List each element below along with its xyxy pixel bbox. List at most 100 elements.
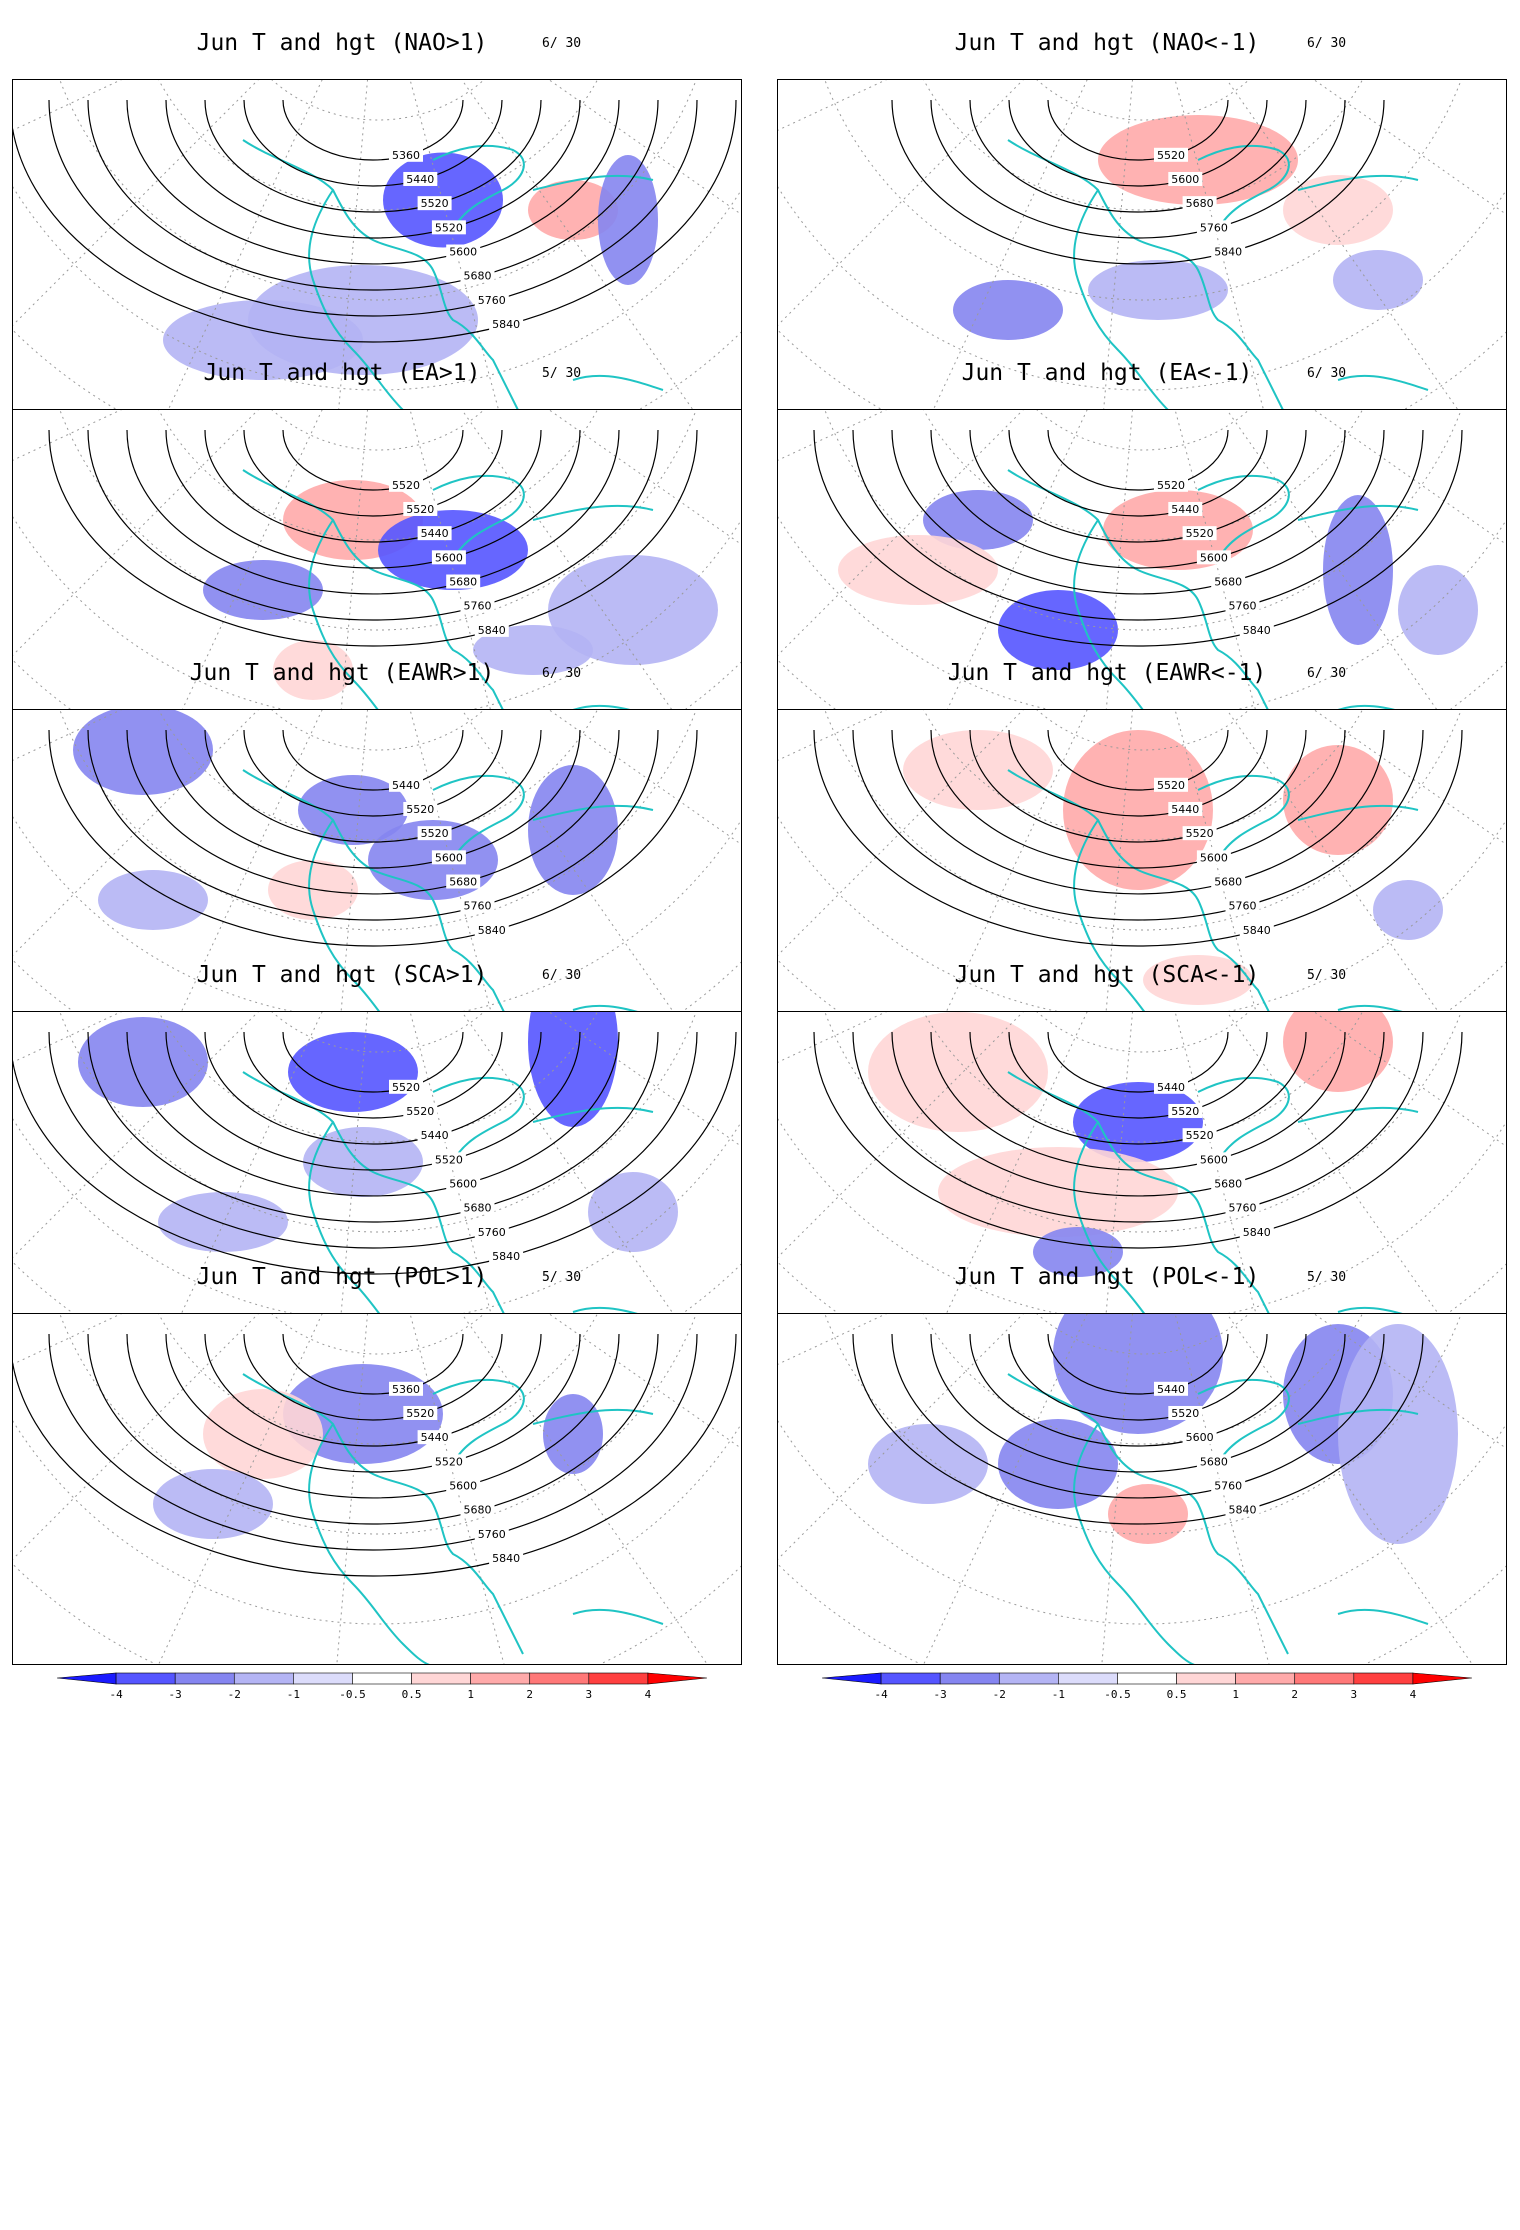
height-contour (282, 729, 464, 791)
contour-label: 5840 (1229, 1504, 1257, 1517)
height-contour (126, 1333, 620, 1499)
map-box: 5520 5520 5440 5520 5600 5680 5760 5840 (12, 1011, 742, 1363)
panel-title: Jun T and hgt (EA<-1) (961, 360, 1253, 386)
latitude-circle (13, 1420, 741, 1625)
height-contour (243, 1333, 503, 1421)
contour-label-bg (489, 1249, 524, 1264)
anomaly-shade (868, 1012, 1048, 1132)
contour-label: 5440 (406, 173, 434, 186)
contour-label: 5600 (1171, 173, 1199, 186)
height-contour (282, 1333, 464, 1395)
contour-label: 5600 (449, 1178, 477, 1191)
anomaly-shade (1088, 260, 1228, 320)
contour-label-bg (1196, 220, 1231, 235)
map-panel: Jun T and hgt (NAO>1) 6/ 30 5360 5440 5520 55… (12, 30, 752, 467)
anomaly-shade (73, 710, 213, 795)
map-box: 5440 5520 5520 5600 5680 5760 5840 (12, 709, 742, 1061)
meridian-line (1226, 1314, 1473, 1664)
anomaly-shade (153, 1469, 273, 1539)
contour-label-bg (417, 526, 452, 541)
height-contour (1047, 1333, 1229, 1395)
contour-label-bg (446, 1176, 481, 1191)
contour-label-bg (474, 1526, 509, 1541)
anomaly-shade (998, 590, 1118, 670)
contour-label: 5600 (449, 1480, 477, 1493)
height-contour (13, 99, 737, 343)
contour-label: 5520 (435, 1455, 463, 1468)
map-panel: Jun T and hgt (EAWR<-1) 6/ 30 5520 5440 5520… (777, 660, 1517, 1097)
contour-label-bg (474, 1224, 509, 1239)
contour-label-bg (1225, 598, 1260, 613)
panel-title: Jun T and hgt (EA>1) (203, 360, 481, 386)
height-contour (891, 729, 1385, 895)
contour-label: 5680 (1186, 197, 1214, 210)
height-contour (930, 1031, 1346, 1171)
anomaly-shade (1338, 1324, 1458, 1544)
meridian-line (778, 80, 1024, 326)
height-contour (282, 1031, 464, 1093)
contour-label: 5520 (435, 1153, 463, 1166)
height-contour (204, 99, 542, 213)
contour-label: 5520 (421, 197, 449, 210)
contour-label: 5440 (392, 779, 420, 792)
height-contour (1047, 429, 1229, 491)
contour-label: 5680 (449, 576, 477, 589)
height-contour (969, 1333, 1307, 1447)
contour-label: 5440 (1157, 1383, 1185, 1396)
contour-label: 5600 (1200, 851, 1228, 864)
contour-label-bg (460, 898, 495, 913)
contour-label-bg (1211, 1478, 1246, 1493)
height-contour (126, 729, 620, 895)
contour-label-bg (403, 1103, 438, 1118)
map-panel: Jun T and hgt (EA<-1) 6/ 30 5520 5440 5520 56… (777, 360, 1517, 797)
anomaly-shade (78, 1017, 208, 1107)
contour-label-bg (489, 1551, 524, 1566)
anomaly-shade (1283, 745, 1393, 855)
contour-label: 5600 (449, 246, 477, 259)
anomaly-shade (1063, 730, 1213, 890)
height-contour (852, 429, 1424, 621)
contour-label: 5360 (392, 149, 420, 162)
contour-label-bg (446, 244, 481, 259)
map-svg: 5520 5440 5520 5600 5680 5760 5840 (778, 410, 1506, 760)
height-contour (969, 1031, 1307, 1145)
contour-label-bg (489, 317, 524, 332)
contour-label: 5680 (464, 1504, 492, 1517)
anomaly-shade (903, 730, 1053, 810)
height-contour (204, 429, 542, 543)
colorbar-segment (411, 1672, 471, 1685)
height-contour (1047, 1031, 1229, 1093)
height-contour (282, 99, 464, 161)
contour-label-bg (474, 922, 509, 937)
contour-label: 5680 (1214, 876, 1242, 889)
coastline (242, 769, 664, 1060)
contour-label: 5520 (1157, 479, 1185, 492)
height-contour (48, 729, 698, 947)
contour-label: 5520 (421, 827, 449, 840)
contour-label-bg (1154, 477, 1188, 492)
map-box: 5520 5440 5520 5600 5680 5760 5840 (777, 409, 1507, 761)
anomaly-shade (378, 510, 528, 590)
height-contour (243, 1031, 503, 1119)
anomaly-shade (528, 180, 618, 240)
height-contour (282, 429, 464, 491)
colorbar-segment (115, 1672, 176, 1685)
height-contour (930, 99, 1346, 239)
contour-label-bg (417, 196, 452, 211)
anomaly-shade (158, 1192, 288, 1252)
anomaly-shade (298, 775, 408, 845)
sample-count: 6/ 30 (542, 968, 582, 983)
height-contour (1008, 429, 1268, 517)
colorbar-tick-label: -2 (228, 1688, 241, 1701)
colorbar: -4 -3 -2 -1 -0.5 0.5 1 2 3 4 (56, 1672, 708, 1707)
contour-label-bg (1182, 526, 1217, 541)
anomaly-shade (1283, 1012, 1393, 1092)
contour-label-bg (1239, 922, 1274, 937)
contour-label: 5760 (478, 294, 506, 307)
colorbar: -4 -3 -2 -1 -0.5 0.5 1 2 3 4 (821, 1672, 1473, 1707)
colorbar-segment (1353, 1672, 1414, 1685)
contour-label: 5760 (1229, 900, 1257, 913)
height-contour (13, 1031, 737, 1275)
anomaly-shade (953, 280, 1063, 340)
height-contour (930, 729, 1346, 869)
